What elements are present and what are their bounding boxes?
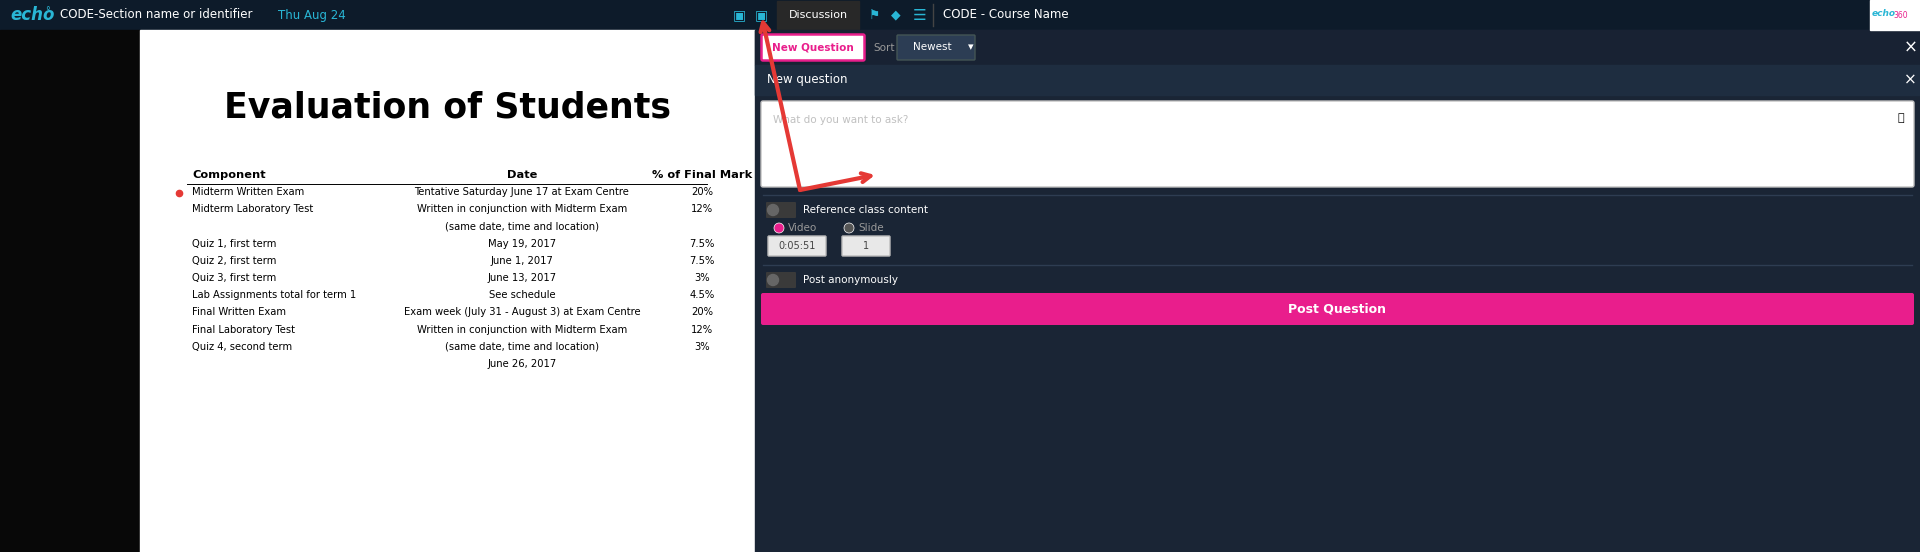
Text: 20%: 20% xyxy=(691,307,712,317)
Text: New question: New question xyxy=(766,73,847,87)
FancyBboxPatch shape xyxy=(762,34,864,61)
Text: echo: echo xyxy=(1872,8,1895,18)
Text: Reference class content: Reference class content xyxy=(803,205,927,215)
Text: Final Written Exam: Final Written Exam xyxy=(192,307,286,317)
Text: Tentative Saturday June 17 at Exam Centre: Tentative Saturday June 17 at Exam Centr… xyxy=(415,187,630,197)
Text: Component: Component xyxy=(192,170,265,180)
FancyBboxPatch shape xyxy=(768,236,826,256)
Text: Midterm Written Exam: Midterm Written Exam xyxy=(192,187,303,197)
Text: 1: 1 xyxy=(862,241,870,251)
Text: CODE-Section name or identifier: CODE-Section name or identifier xyxy=(60,8,253,22)
Text: 20%: 20% xyxy=(691,187,712,197)
Text: °: ° xyxy=(44,6,50,16)
Text: (same date, time and location): (same date, time and location) xyxy=(445,221,599,231)
Text: Post anonymously: Post anonymously xyxy=(803,275,899,285)
Text: See schedule: See schedule xyxy=(490,290,555,300)
Text: echo: echo xyxy=(10,6,54,24)
FancyBboxPatch shape xyxy=(760,293,1914,325)
Text: 7.5%: 7.5% xyxy=(689,256,714,266)
FancyBboxPatch shape xyxy=(766,272,797,288)
Bar xyxy=(0,30,140,552)
Text: 360: 360 xyxy=(1893,12,1908,20)
Text: ☰: ☰ xyxy=(914,8,927,23)
Text: Discussion: Discussion xyxy=(789,10,847,20)
Text: What do you want to ask?: What do you want to ask? xyxy=(774,115,908,125)
Text: June 26, 2017: June 26, 2017 xyxy=(488,359,557,369)
Text: Sort: Sort xyxy=(874,43,895,53)
Text: Quiz 1, first term: Quiz 1, first term xyxy=(192,238,276,248)
Text: 3%: 3% xyxy=(695,273,710,283)
Text: Newest: Newest xyxy=(912,43,950,52)
Text: Post Question: Post Question xyxy=(1288,302,1386,316)
Text: 7.5%: 7.5% xyxy=(689,238,714,248)
Text: Evaluation of Students: Evaluation of Students xyxy=(225,90,670,124)
Text: Written in conjunction with Midterm Exam: Written in conjunction with Midterm Exam xyxy=(417,325,628,335)
Bar xyxy=(0,0,1920,30)
Text: June 13, 2017: June 13, 2017 xyxy=(488,273,557,283)
Text: Quiz 2, first term: Quiz 2, first term xyxy=(192,256,276,266)
Text: ⚑: ⚑ xyxy=(870,8,879,22)
Text: ▣: ▣ xyxy=(755,8,768,22)
Text: CODE - Course Name: CODE - Course Name xyxy=(943,8,1069,22)
Circle shape xyxy=(845,223,854,233)
Text: Slide: Slide xyxy=(858,223,883,233)
Text: ×: × xyxy=(1905,72,1916,88)
Text: ×: × xyxy=(1905,39,1918,57)
Text: Date: Date xyxy=(507,170,538,180)
Circle shape xyxy=(768,204,778,215)
Text: Quiz 3, first term: Quiz 3, first term xyxy=(192,273,276,283)
Text: May 19, 2017: May 19, 2017 xyxy=(488,238,557,248)
Text: Lab Assignments total for term 1: Lab Assignments total for term 1 xyxy=(192,290,357,300)
Text: Thu Aug 24: Thu Aug 24 xyxy=(278,8,346,22)
Text: % of Final Mark: % of Final Mark xyxy=(653,170,753,180)
Text: Midterm Laboratory Test: Midterm Laboratory Test xyxy=(192,204,313,214)
FancyBboxPatch shape xyxy=(766,202,797,218)
Text: New Question: New Question xyxy=(772,43,854,52)
Text: 12%: 12% xyxy=(691,204,712,214)
Text: 4.5%: 4.5% xyxy=(689,290,714,300)
Bar xyxy=(755,30,1920,552)
Text: ▾: ▾ xyxy=(968,43,973,52)
Text: Exam week (July 31 - August 3) at Exam Centre: Exam week (July 31 - August 3) at Exam C… xyxy=(403,307,639,317)
Text: Video: Video xyxy=(787,223,818,233)
FancyBboxPatch shape xyxy=(843,236,891,256)
Text: 📎: 📎 xyxy=(1897,113,1905,123)
Bar xyxy=(140,30,755,552)
Bar xyxy=(1870,0,1920,30)
Circle shape xyxy=(768,274,778,285)
Bar xyxy=(778,1,858,29)
Text: Written in conjunction with Midterm Exam: Written in conjunction with Midterm Exam xyxy=(417,204,628,214)
Circle shape xyxy=(774,223,783,233)
Text: Quiz 4, second term: Quiz 4, second term xyxy=(192,342,292,352)
Text: ◆: ◆ xyxy=(891,8,900,22)
Text: (same date, time and location): (same date, time and location) xyxy=(445,342,599,352)
FancyBboxPatch shape xyxy=(760,101,1914,187)
Text: June 1, 2017: June 1, 2017 xyxy=(492,256,553,266)
Bar xyxy=(755,30,1920,65)
Text: ▣: ▣ xyxy=(733,8,747,22)
Bar xyxy=(755,65,1920,95)
FancyBboxPatch shape xyxy=(897,35,975,60)
Text: 0:05:51: 0:05:51 xyxy=(778,241,816,251)
Text: 3%: 3% xyxy=(695,342,710,352)
Text: 12%: 12% xyxy=(691,325,712,335)
Text: Final Laboratory Test: Final Laboratory Test xyxy=(192,325,296,335)
